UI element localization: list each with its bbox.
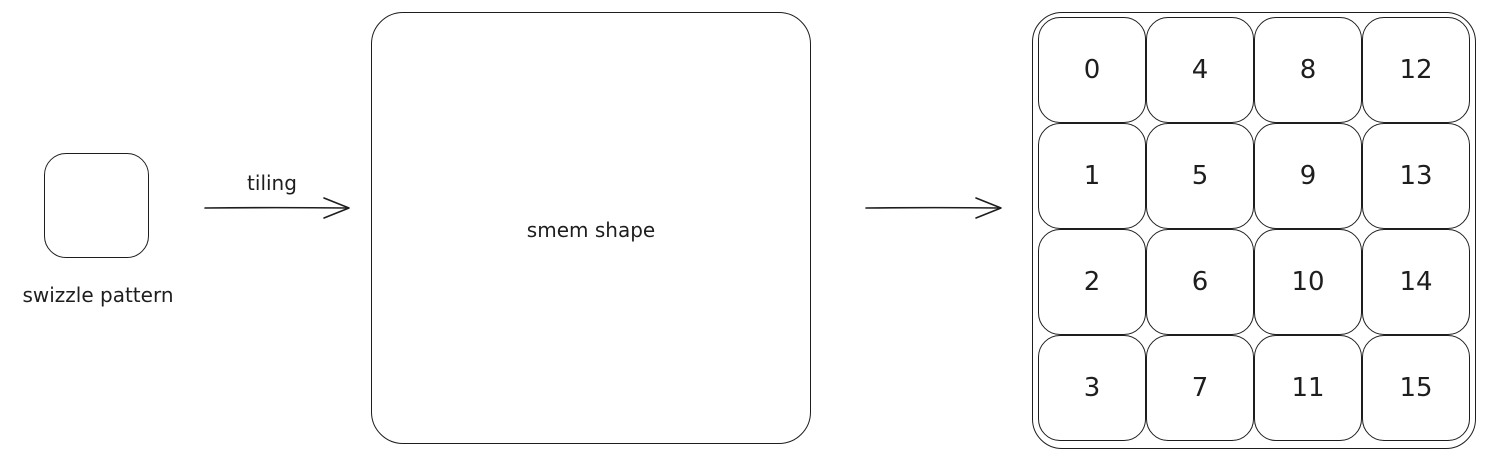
- result-arrow: [865, 197, 1002, 219]
- tiling-label: tiling: [247, 171, 297, 195]
- grid-cell: 2: [1038, 229, 1146, 335]
- smem-shape-label: smem shape: [526, 218, 656, 242]
- grid-cell: 5: [1146, 123, 1254, 229]
- tiling-arrow: [204, 197, 350, 219]
- grid-cell: 6: [1146, 229, 1254, 335]
- grid-cell: 9: [1254, 123, 1362, 229]
- swizzle-pattern-box: [44, 153, 149, 258]
- grid-cell: 3: [1038, 335, 1146, 441]
- grid-cell: 13: [1362, 123, 1470, 229]
- swizzle-pattern-label: swizzle pattern: [22, 283, 174, 307]
- grid-cell: 4: [1146, 17, 1254, 123]
- grid-cell: 11: [1254, 335, 1362, 441]
- smem-shape-box: [371, 12, 811, 444]
- grid-cell: 1: [1038, 123, 1146, 229]
- grid-cell: 7: [1146, 335, 1254, 441]
- grid-cell: 8: [1254, 17, 1362, 123]
- grid-cell: 15: [1362, 335, 1470, 441]
- grid-cell: 14: [1362, 229, 1470, 335]
- grid-cell: 0: [1038, 17, 1146, 123]
- grid-cell: 12: [1362, 17, 1470, 123]
- grid-cell: 10: [1254, 229, 1362, 335]
